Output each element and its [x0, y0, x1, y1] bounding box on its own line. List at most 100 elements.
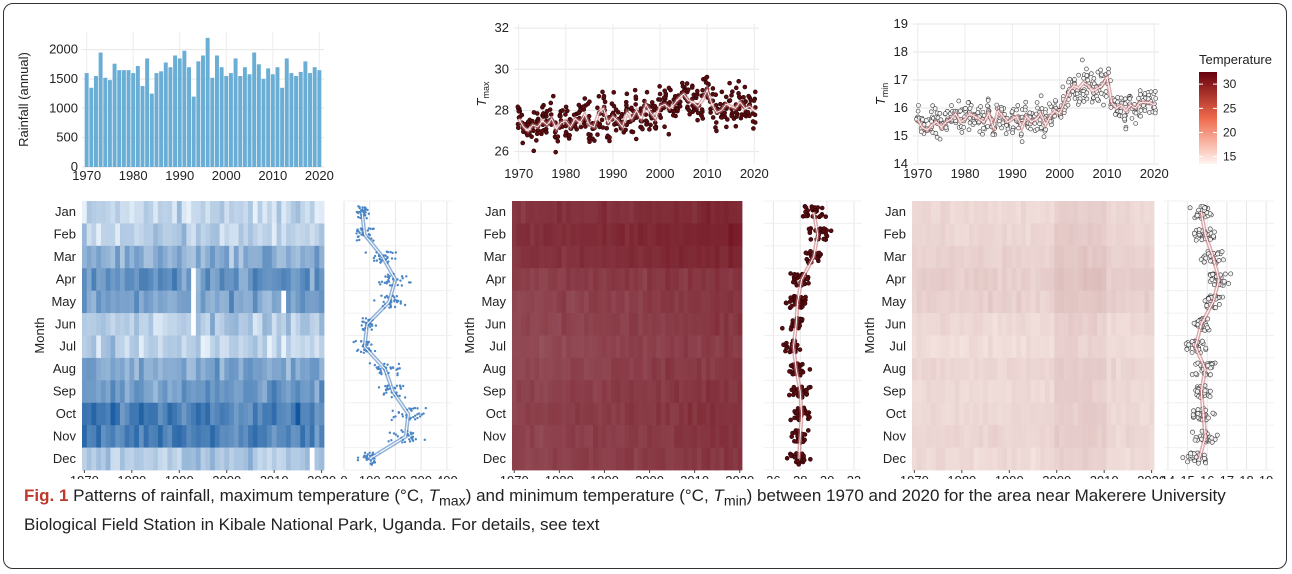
heatmap-cell [262, 447, 268, 471]
point [582, 96, 588, 101]
point [1084, 96, 1090, 102]
heatmap-cell [91, 201, 97, 224]
point [540, 105, 545, 110]
heatmap-cell [1011, 402, 1017, 426]
heatmap-cell [1087, 425, 1093, 448]
point [372, 256, 376, 260]
point [787, 299, 793, 304]
heatmap-cell [615, 268, 621, 292]
heatmap-cell [1054, 223, 1060, 247]
heatmap-cell [959, 425, 965, 448]
point [924, 118, 929, 123]
point [742, 84, 748, 90]
heatmap-cell [1011, 313, 1017, 336]
point [1019, 131, 1024, 137]
heatmap-cell [633, 425, 639, 448]
heatmap-cell [665, 223, 671, 247]
heatmap-cell [611, 357, 617, 381]
heatmap-cell [100, 447, 107, 471]
heatmap-cell [162, 245, 168, 269]
heatmap-cell [534, 335, 540, 359]
point [750, 119, 756, 124]
heatmap-cell [1106, 313, 1112, 336]
heatmap-cell [314, 425, 320, 448]
heatmap-cell [252, 335, 258, 359]
heatmap-cell [319, 223, 325, 247]
heatmap-cell [705, 357, 711, 381]
point [822, 237, 828, 242]
heatmap-cell [86, 290, 92, 314]
heatmap-cell [588, 357, 594, 381]
heatmap-cell [1144, 335, 1150, 359]
point [576, 102, 582, 108]
heatmap-cell [701, 268, 707, 292]
heatmap-cell [584, 223, 590, 247]
heatmap-cell [1049, 313, 1055, 336]
heatmap-cell [1082, 425, 1088, 448]
heatmap-cell [987, 201, 994, 224]
rain-heatmap-xtick-2000: 2000 [212, 473, 241, 479]
point [719, 89, 725, 95]
point [367, 212, 371, 215]
heatmap-cell [1135, 402, 1141, 426]
point [1202, 205, 1208, 211]
heatmap-cell [935, 402, 941, 426]
heatmap-cell [1068, 201, 1074, 224]
heatmap-cell [521, 245, 526, 269]
heatmap-cell [1063, 357, 1069, 381]
tmin-heatmap-month-Sep: Sep [883, 384, 906, 399]
point [793, 273, 799, 279]
heatmap-cell [512, 245, 517, 269]
point [1203, 345, 1209, 351]
point [816, 250, 822, 256]
heatmap-cell [200, 268, 206, 292]
heatmap-cell [728, 357, 734, 381]
heatmap-cell [656, 313, 662, 336]
heatmap-cell [921, 357, 927, 381]
bar-1991 [182, 50, 187, 167]
heatmap-cell [534, 313, 540, 336]
heatmap-cell [539, 313, 544, 336]
point [1003, 131, 1009, 137]
heatmap-cell [983, 245, 989, 269]
heatmap-cell [525, 313, 531, 336]
heatmap-cell [973, 290, 979, 314]
heatmap-cell [973, 402, 979, 426]
heatmap-cell [181, 335, 187, 359]
heatmap-cell [229, 447, 235, 471]
heatmap-cell [219, 245, 225, 269]
point [371, 451, 375, 455]
heatmap-cell [921, 201, 927, 224]
tmin-heatmap-ylabel: Month [862, 317, 877, 353]
heatmap-cell [669, 335, 675, 359]
heatmap-cell [570, 402, 576, 426]
heatmap-cell [949, 380, 956, 404]
rain-monthly-xtick-100: 100 [359, 473, 381, 479]
heatmap-cell [660, 313, 666, 336]
point [1118, 95, 1124, 101]
heatmap-cell [954, 357, 960, 381]
heatmap-cell [548, 313, 553, 336]
heatmap-cell [606, 380, 612, 404]
heatmap-cell [257, 447, 263, 471]
point [956, 98, 962, 104]
heatmap-cell [935, 201, 941, 224]
rain-annual-ytick-1500: 1500 [49, 71, 78, 86]
tmax-annual-xtick-1980: 1980 [551, 166, 580, 181]
heatmap-cell [162, 290, 168, 314]
heatmap-cell [195, 290, 202, 314]
heatmap-cell [660, 380, 666, 404]
heatmap-cell [656, 447, 662, 471]
heatmap-cell [543, 268, 549, 292]
heatmap-cell [656, 357, 662, 381]
heatmap-cell [1035, 402, 1041, 426]
point [403, 396, 407, 399]
heatmap-cell [983, 268, 989, 292]
heatmap-cell [1063, 402, 1069, 426]
point [364, 251, 367, 254]
heatmap-cell [597, 402, 603, 426]
point [370, 324, 374, 327]
point [714, 128, 719, 134]
